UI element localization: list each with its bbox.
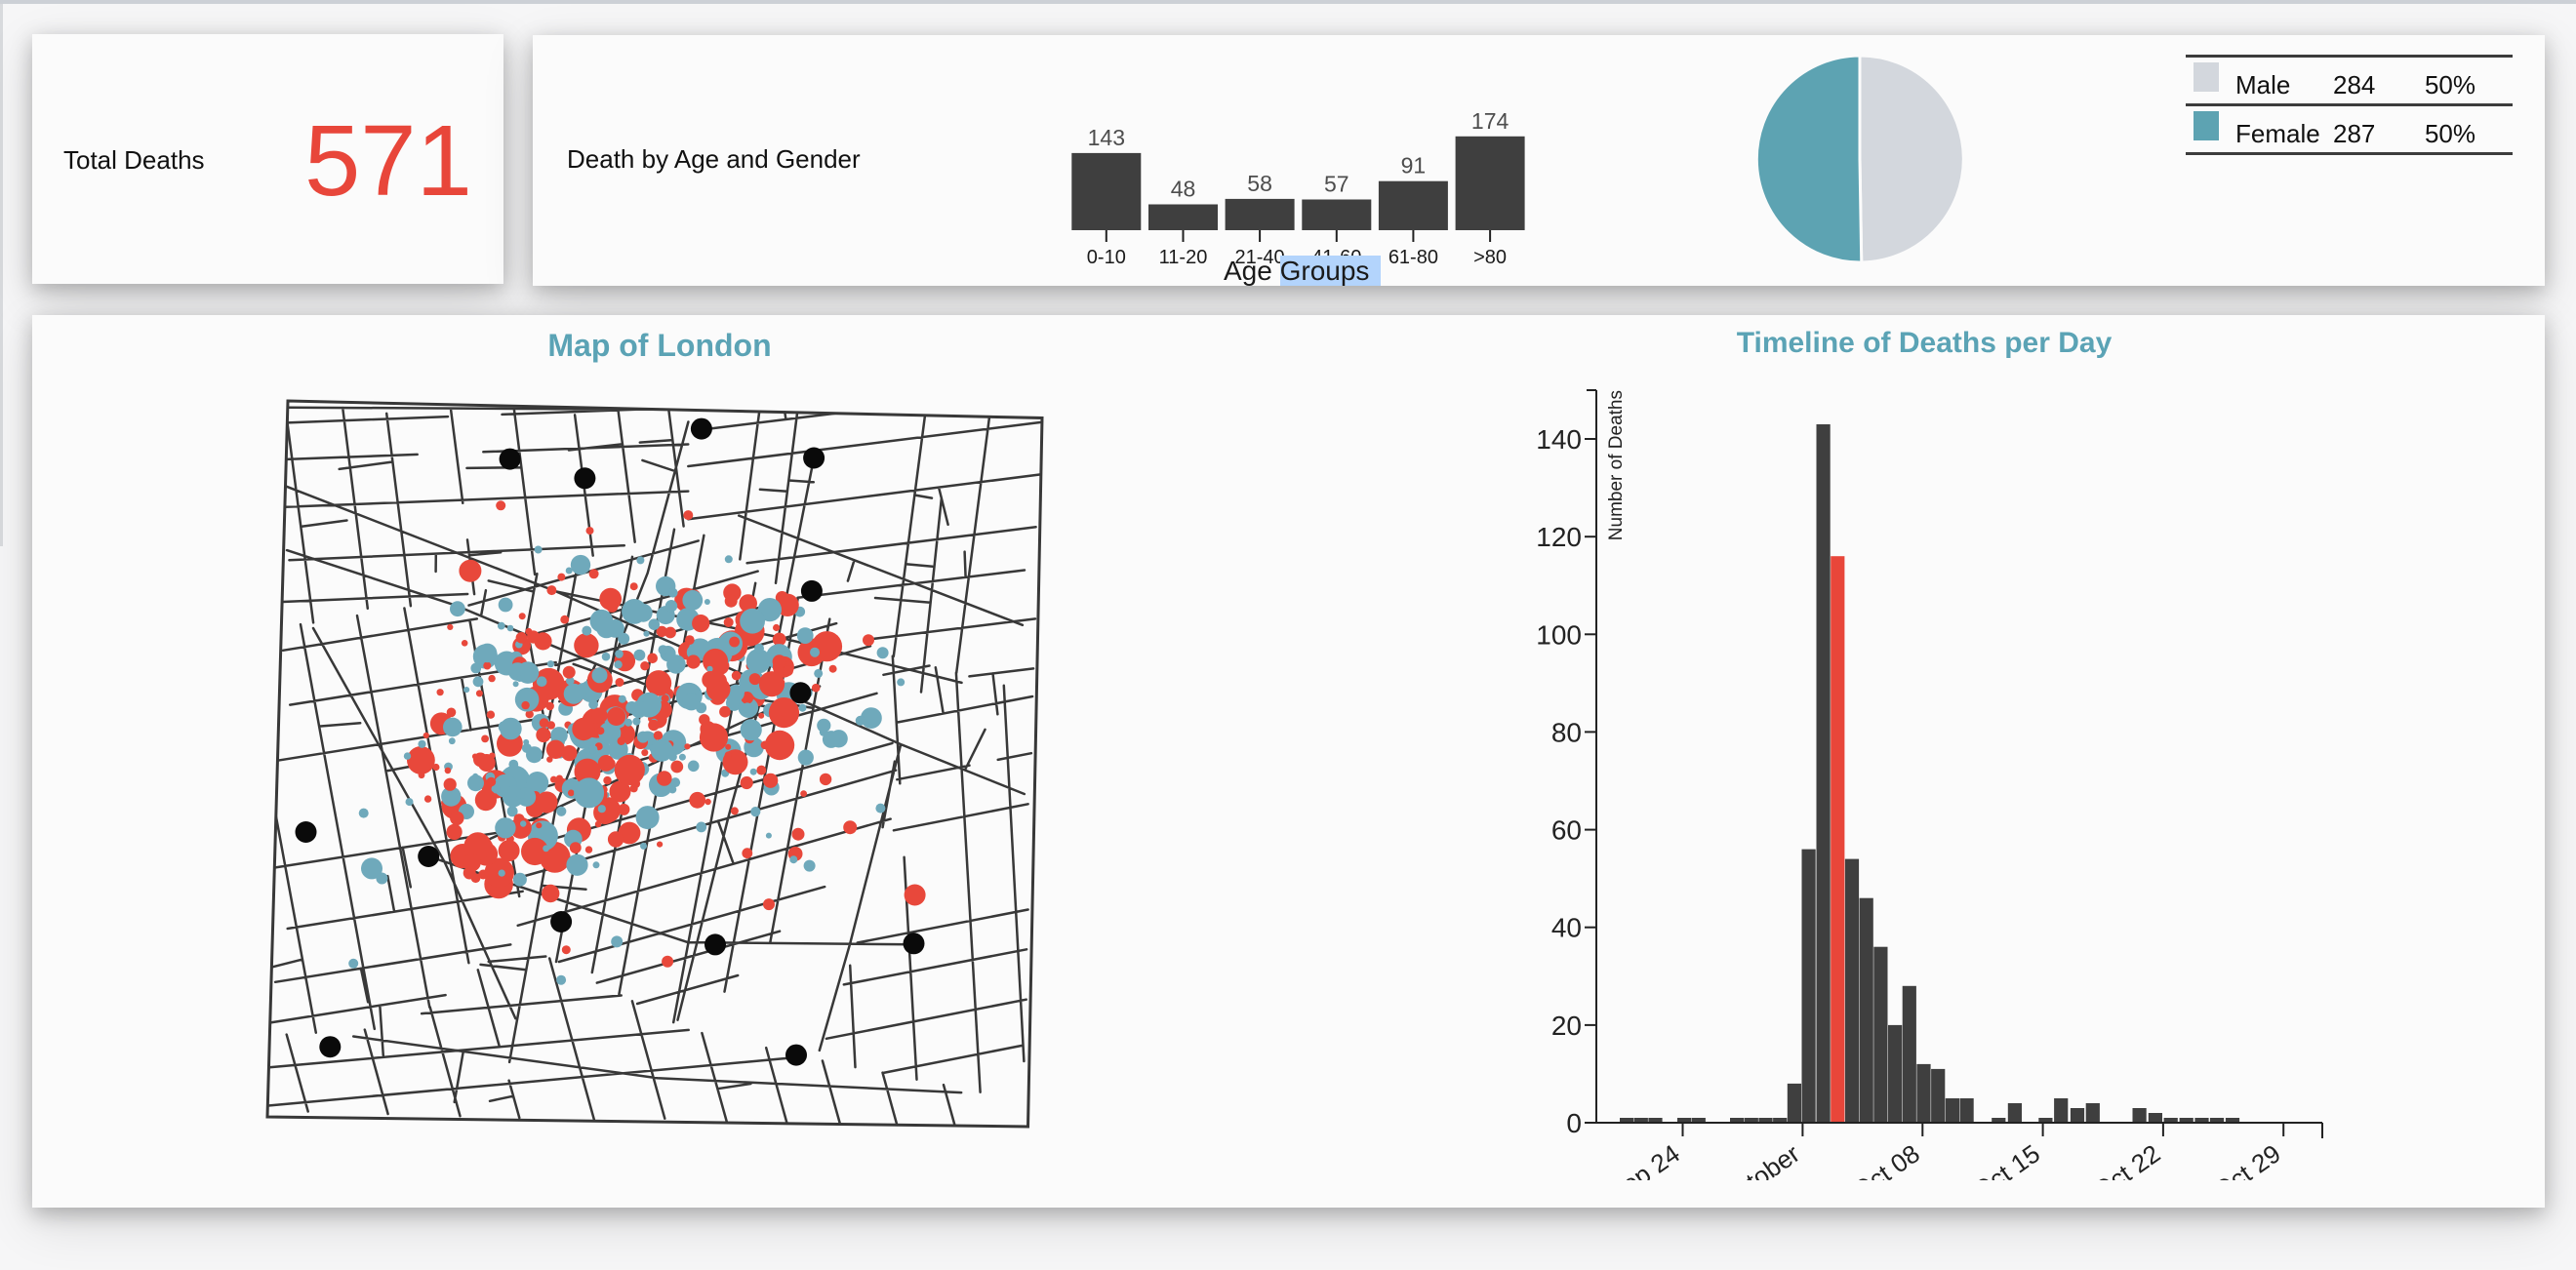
svg-text:Oct 08: Oct 08 <box>1847 1138 1925 1180</box>
svg-text:40: 40 <box>1551 913 1582 943</box>
svg-text:>80: >80 <box>1473 247 1507 268</box>
svg-text:October: October <box>1714 1138 1805 1180</box>
svg-text:91: 91 <box>1401 153 1427 179</box>
svg-text:57: 57 <box>1324 172 1349 197</box>
svg-text:120: 120 <box>1536 522 1582 552</box>
svg-text:0: 0 <box>1566 1108 1582 1138</box>
svg-text:Oct 22: Oct 22 <box>2087 1138 2165 1180</box>
svg-text:0-10: 0-10 <box>1087 247 1126 268</box>
svg-text:140: 140 <box>1536 424 1582 455</box>
svg-text:11-20: 11-20 <box>1159 247 1208 268</box>
svg-text:100: 100 <box>1536 619 1582 650</box>
svg-text:61-80: 61-80 <box>1389 247 1438 268</box>
svg-text:21-40: 21-40 <box>1235 247 1285 268</box>
svg-text:143: 143 <box>1088 125 1125 150</box>
svg-text:58: 58 <box>1247 171 1272 196</box>
svg-text:20: 20 <box>1551 1011 1582 1041</box>
svg-text:60: 60 <box>1551 815 1582 846</box>
svg-text:Sep 24: Sep 24 <box>1602 1138 1685 1180</box>
svg-text:80: 80 <box>1551 717 1582 747</box>
svg-text:Oct 15: Oct 15 <box>1967 1138 2045 1180</box>
svg-text:Number of Deaths: Number of Deaths <box>1606 390 1627 540</box>
svg-text:Oct 29: Oct 29 <box>2208 1138 2286 1180</box>
svg-text:174: 174 <box>1471 108 1509 134</box>
svg-text:48: 48 <box>1171 177 1196 202</box>
